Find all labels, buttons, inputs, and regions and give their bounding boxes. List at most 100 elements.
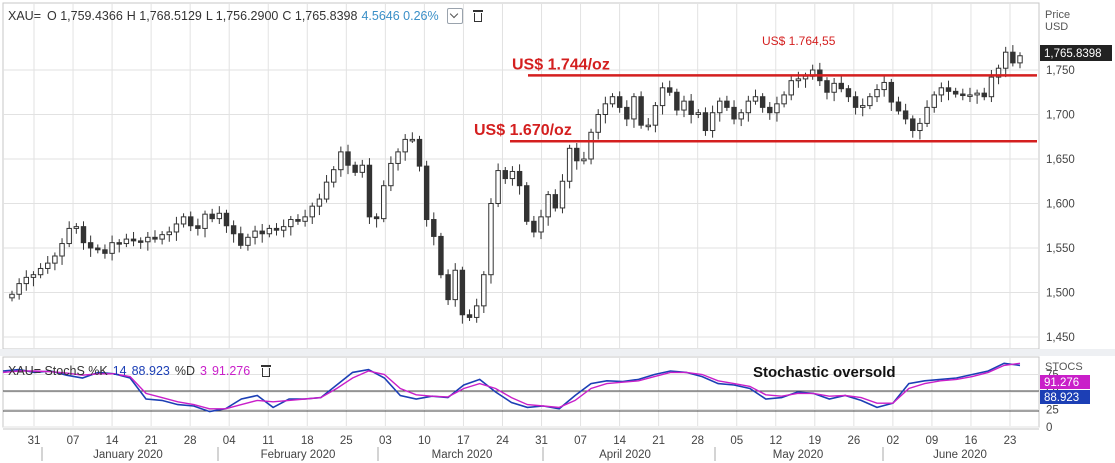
- candle-body: [659, 87, 666, 107]
- candle-body: [409, 138, 416, 142]
- candle-body: [888, 81, 895, 103]
- candle-body: [80, 226, 87, 244]
- candle-body: [209, 213, 215, 220]
- candle-body: [416, 138, 423, 167]
- day-tick-label: 16: [965, 435, 978, 447]
- price-tick-label: 1,450: [1046, 332, 1075, 344]
- candle-body: [724, 100, 730, 108]
- candle-body: [66, 227, 72, 245]
- candle-body: [30, 274, 37, 278]
- price-grid: [3, 4, 1039, 348]
- candle-body: [902, 110, 909, 120]
- candle-body: [252, 230, 258, 238]
- day-tick-label: 31: [535, 435, 548, 447]
- candle-body: [102, 249, 108, 254]
- day-tick-label: 25: [340, 435, 353, 447]
- day-tick-label: 04: [223, 435, 236, 447]
- day-tick-label: 18: [301, 435, 314, 447]
- candle-body: [967, 94, 973, 97]
- stoch-axis-title: STOCS: [1045, 361, 1083, 373]
- candle-body: [352, 164, 358, 173]
- candle-body: [216, 212, 223, 220]
- candle-body: [545, 194, 551, 218]
- candle-body: [609, 96, 616, 105]
- candle-body: [681, 100, 687, 111]
- candle-body: [524, 185, 530, 222]
- candle-body: [731, 106, 737, 120]
- candle-body: [359, 164, 366, 173]
- low-value: L 1,756.2900: [205, 9, 279, 23]
- panel-separator[interactable]: [0, 349, 1115, 356]
- candle-body: [824, 80, 830, 93]
- candle-body: [738, 112, 744, 120]
- candle-body: [774, 103, 780, 114]
- candle-body: [652, 105, 659, 126]
- candle-body: [16, 283, 22, 295]
- stoch-d-badge-label: 91.276: [1044, 377, 1079, 389]
- candle-body: [345, 151, 351, 166]
- candle-body: [145, 236, 151, 243]
- trash-icon[interactable]: [472, 10, 483, 22]
- candle-body: [245, 236, 251, 246]
- day-tick-label: 21: [652, 435, 665, 447]
- price-tick-label: 1,700: [1046, 110, 1075, 122]
- chevron-down-icon[interactable]: [446, 8, 463, 24]
- price-tick-label: 1,550: [1046, 243, 1075, 255]
- stoch-grid: [3, 358, 1039, 428]
- high-value: H 1,768.5129: [126, 9, 202, 23]
- candle-body: [188, 216, 194, 227]
- candle-body: [752, 96, 759, 102]
- candle-body: [988, 76, 995, 98]
- candle-body: [316, 198, 323, 207]
- price-axis-title: Price: [1045, 9, 1070, 21]
- candle-body: [273, 227, 280, 231]
- candle-body: [238, 233, 244, 246]
- day-tick-label: 19: [808, 435, 821, 447]
- day-tick-label: 17: [457, 435, 470, 447]
- candle-body: [230, 225, 237, 235]
- candle-body: [838, 82, 844, 90]
- candle-body: [288, 219, 294, 228]
- price-tick-label: 1,500: [1046, 288, 1075, 300]
- candle-body: [931, 94, 937, 108]
- candle-body: [852, 96, 859, 108]
- candle-body: [995, 67, 1002, 78]
- stoch-label: XAU= StochS %K: [8, 364, 108, 378]
- stoch-d-badge: [1040, 375, 1090, 389]
- price-axis-unit: USD: [1045, 21, 1068, 33]
- candle-body: [116, 242, 122, 245]
- candle-body: [423, 165, 430, 221]
- candle-body: [831, 82, 837, 93]
- candle-body: [388, 162, 394, 187]
- candle-body: [945, 87, 952, 92]
- month-label: January 2020: [93, 449, 163, 461]
- candle-body: [1010, 51, 1016, 64]
- peak-label: US$ 1.764,55: [762, 34, 836, 48]
- candle-body: [509, 170, 516, 180]
- candle-body: [531, 220, 537, 233]
- candle-body: [45, 262, 51, 269]
- candle-body: [595, 114, 601, 133]
- time-axis: 31 07 14 21 28 04 11 18 25 03 10 17 24 31 07 14 21 28 05 12…: [28, 435, 1016, 461]
- resistance-label: US$ 1.744/oz: [512, 56, 610, 73]
- candle-body: [588, 131, 594, 160]
- day-tick-label: 28: [691, 435, 704, 447]
- stoch-d-line: [2, 362, 1021, 410]
- stoch-annotation: Stochastic oversold: [753, 364, 896, 381]
- candle-body: [674, 91, 680, 111]
- month-label: April 2020: [599, 449, 651, 461]
- candle-body: [130, 238, 137, 242]
- candle-body: [1017, 55, 1023, 64]
- day-tick-label: 05: [730, 435, 743, 447]
- candle-body: [695, 112, 702, 116]
- stoch-d-label: %D: [174, 364, 195, 378]
- stoch-k-period: 14: [112, 364, 127, 378]
- candle-body: [924, 106, 930, 124]
- candle-body: [874, 89, 880, 98]
- candle-body: [159, 234, 165, 240]
- stoch-trash-icon[interactable]: [261, 365, 272, 377]
- candle-body: [845, 88, 852, 98]
- candle-body: [180, 216, 187, 225]
- candle-body: [23, 276, 30, 285]
